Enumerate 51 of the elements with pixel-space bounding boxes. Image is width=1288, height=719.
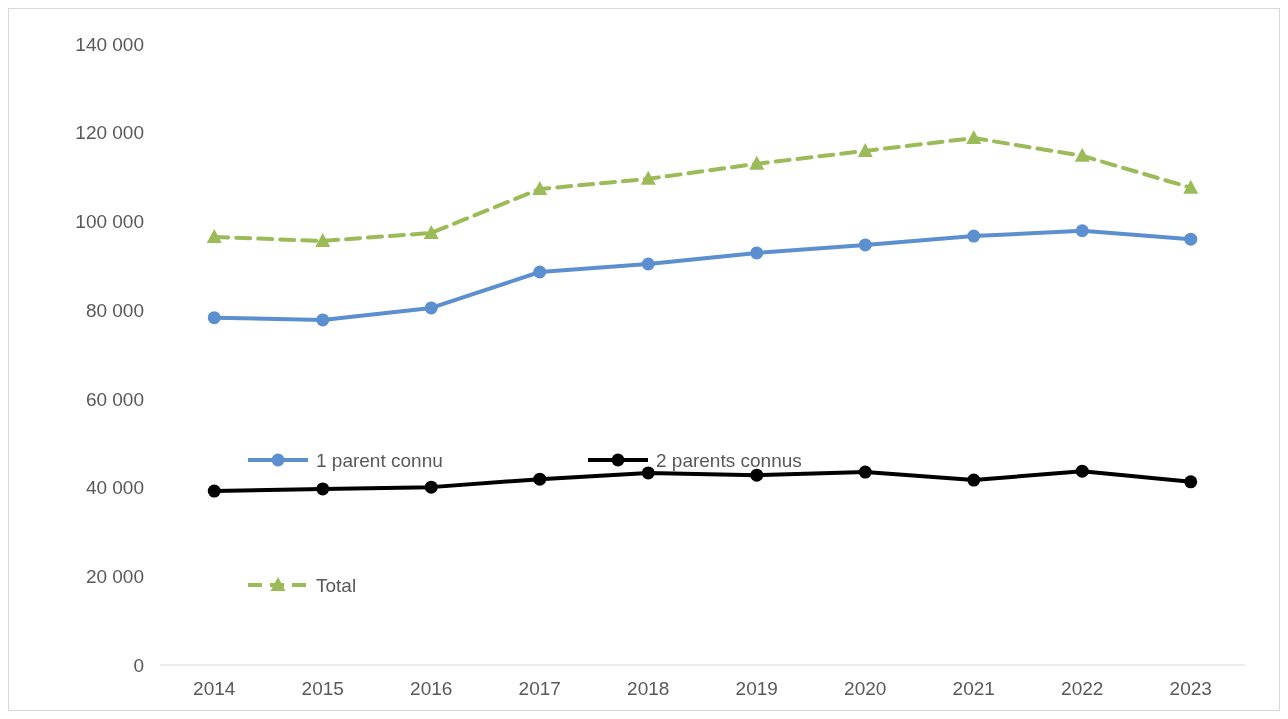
point (858, 238, 872, 252)
y-tick-label: 0 (133, 654, 144, 676)
point (532, 181, 548, 196)
point (533, 265, 547, 279)
point (858, 465, 872, 479)
legend-label: Total (316, 574, 357, 596)
point (1184, 232, 1198, 246)
point (750, 468, 764, 482)
x-tick-label: 2015 (301, 678, 344, 699)
x-tick-label: 2020 (844, 678, 887, 699)
point (641, 257, 655, 271)
point (316, 313, 330, 327)
y-tick-label: 100 000 (75, 211, 144, 233)
x-tick-label: 2014 (193, 678, 236, 699)
point (207, 311, 221, 325)
y-tick-label: 60 000 (85, 388, 144, 410)
x-tick-label: 2017 (518, 678, 561, 699)
point (750, 246, 764, 260)
y-tick-label: 140 000 (75, 33, 144, 55)
y-tick-label: 120 000 (75, 122, 144, 144)
point (967, 473, 981, 487)
x-tick-label: 2018 (627, 678, 670, 699)
x-tick-label: 2023 (1169, 678, 1212, 699)
y-tick-label: 40 000 (85, 477, 144, 499)
y-tick-label: 20 000 (85, 565, 144, 587)
point (857, 142, 873, 157)
x-tick-label: 2016 (410, 678, 453, 699)
point (966, 130, 982, 145)
x-tick-label: 2019 (735, 678, 778, 699)
point (315, 232, 331, 247)
point (1183, 179, 1199, 194)
point (1075, 464, 1089, 478)
legend-label: 2 parents connus (656, 449, 802, 471)
point (640, 170, 656, 185)
point (749, 155, 765, 170)
point (423, 224, 439, 239)
point (316, 482, 330, 496)
point (967, 229, 981, 243)
y-tick-label: 80 000 (85, 299, 144, 321)
x-tick-label: 2021 (952, 678, 995, 699)
legend-label: 1 parent connu (316, 449, 443, 471)
point (641, 466, 655, 480)
point (533, 472, 547, 486)
point (1184, 475, 1198, 489)
point (424, 301, 438, 315)
point (424, 480, 438, 494)
point (1074, 147, 1090, 162)
x-tick-label: 2022 (1061, 678, 1104, 699)
point (206, 228, 222, 243)
point (1075, 224, 1089, 238)
point (207, 484, 221, 498)
